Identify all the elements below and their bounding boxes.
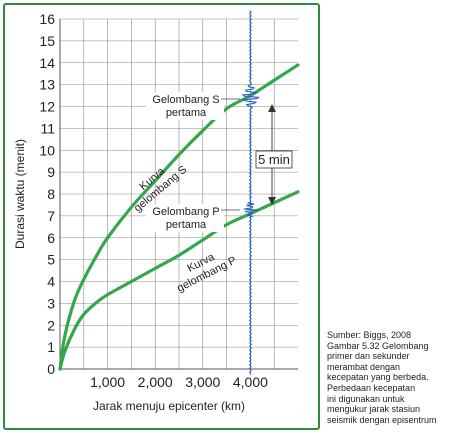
caption-line: Gambar 5.32 Gelombang [327, 340, 429, 351]
y-tick-label: 0 [47, 361, 55, 377]
s-first-label-bg [146, 92, 224, 120]
axes [59, 19, 298, 370]
x-tick-label: 2,000 [138, 374, 173, 390]
y-tick-label: 16 [39, 11, 55, 27]
y-tick-label: 1 [47, 339, 55, 355]
y-tick-label: 5 [47, 252, 55, 268]
grid [60, 18, 298, 370]
y-tick-label: 15 [39, 33, 55, 49]
y-tick-label: 12 [39, 99, 55, 115]
figure-caption: Sumber: Biggs, 2008 Gambar 5.32 Gelomban… [327, 330, 451, 425]
seismogram [241, 10, 260, 375]
p-first-label-bg [146, 204, 224, 232]
caption-line: Perbedaan kecepatan [327, 382, 416, 393]
y-tick-label: 9 [47, 164, 55, 180]
y-axis-title: Durasi waktu (menit) [13, 139, 27, 249]
interval-arrow-head-up [268, 104, 276, 112]
caption-line: ini digunakan untuk [327, 393, 405, 404]
y-tick-label: 8 [47, 186, 55, 202]
x-tick-label: 1,000 [90, 374, 125, 390]
y-tick-label: 11 [40, 120, 55, 136]
x-tick-label: 4,000 [233, 374, 268, 390]
caption-line: seismik dengan episentrum [327, 414, 437, 425]
caption-line: mengukur jarak stasiun [327, 404, 421, 415]
y-tick-label: 3 [47, 295, 55, 311]
y-tick-label: 10 [39, 142, 55, 158]
p-first-label: Gelombang P [152, 206, 219, 218]
y-tick-label: 14 [39, 55, 55, 71]
seismogram-trace [241, 10, 260, 375]
s-first-label: Gelombang S [152, 94, 219, 106]
y-tick-label: 2 [47, 317, 55, 333]
caption-line: Sumber: Biggs, 2008 [327, 330, 412, 340]
y-tick-label: 6 [47, 230, 55, 246]
caption-line: kecepatan yang berbeda. [327, 372, 429, 383]
y-tick-label: 13 [39, 77, 55, 93]
caption-line: merambat dengan [327, 361, 401, 372]
y-tick-label: 4 [47, 274, 55, 290]
interval-label: 5 min [258, 152, 290, 167]
s-first-label-2: pertama [166, 107, 207, 119]
x-axis-title: Jarak menuju epicenter (km) [93, 399, 245, 413]
x-tick-label: 3,000 [185, 374, 220, 390]
y-tick-label: 7 [47, 208, 55, 224]
interval-arrow-head-down [268, 197, 276, 205]
p-first-label-2: pertama [166, 219, 207, 231]
interval-box [255, 150, 293, 169]
caption-line: primer dan sekunder [327, 351, 410, 362]
